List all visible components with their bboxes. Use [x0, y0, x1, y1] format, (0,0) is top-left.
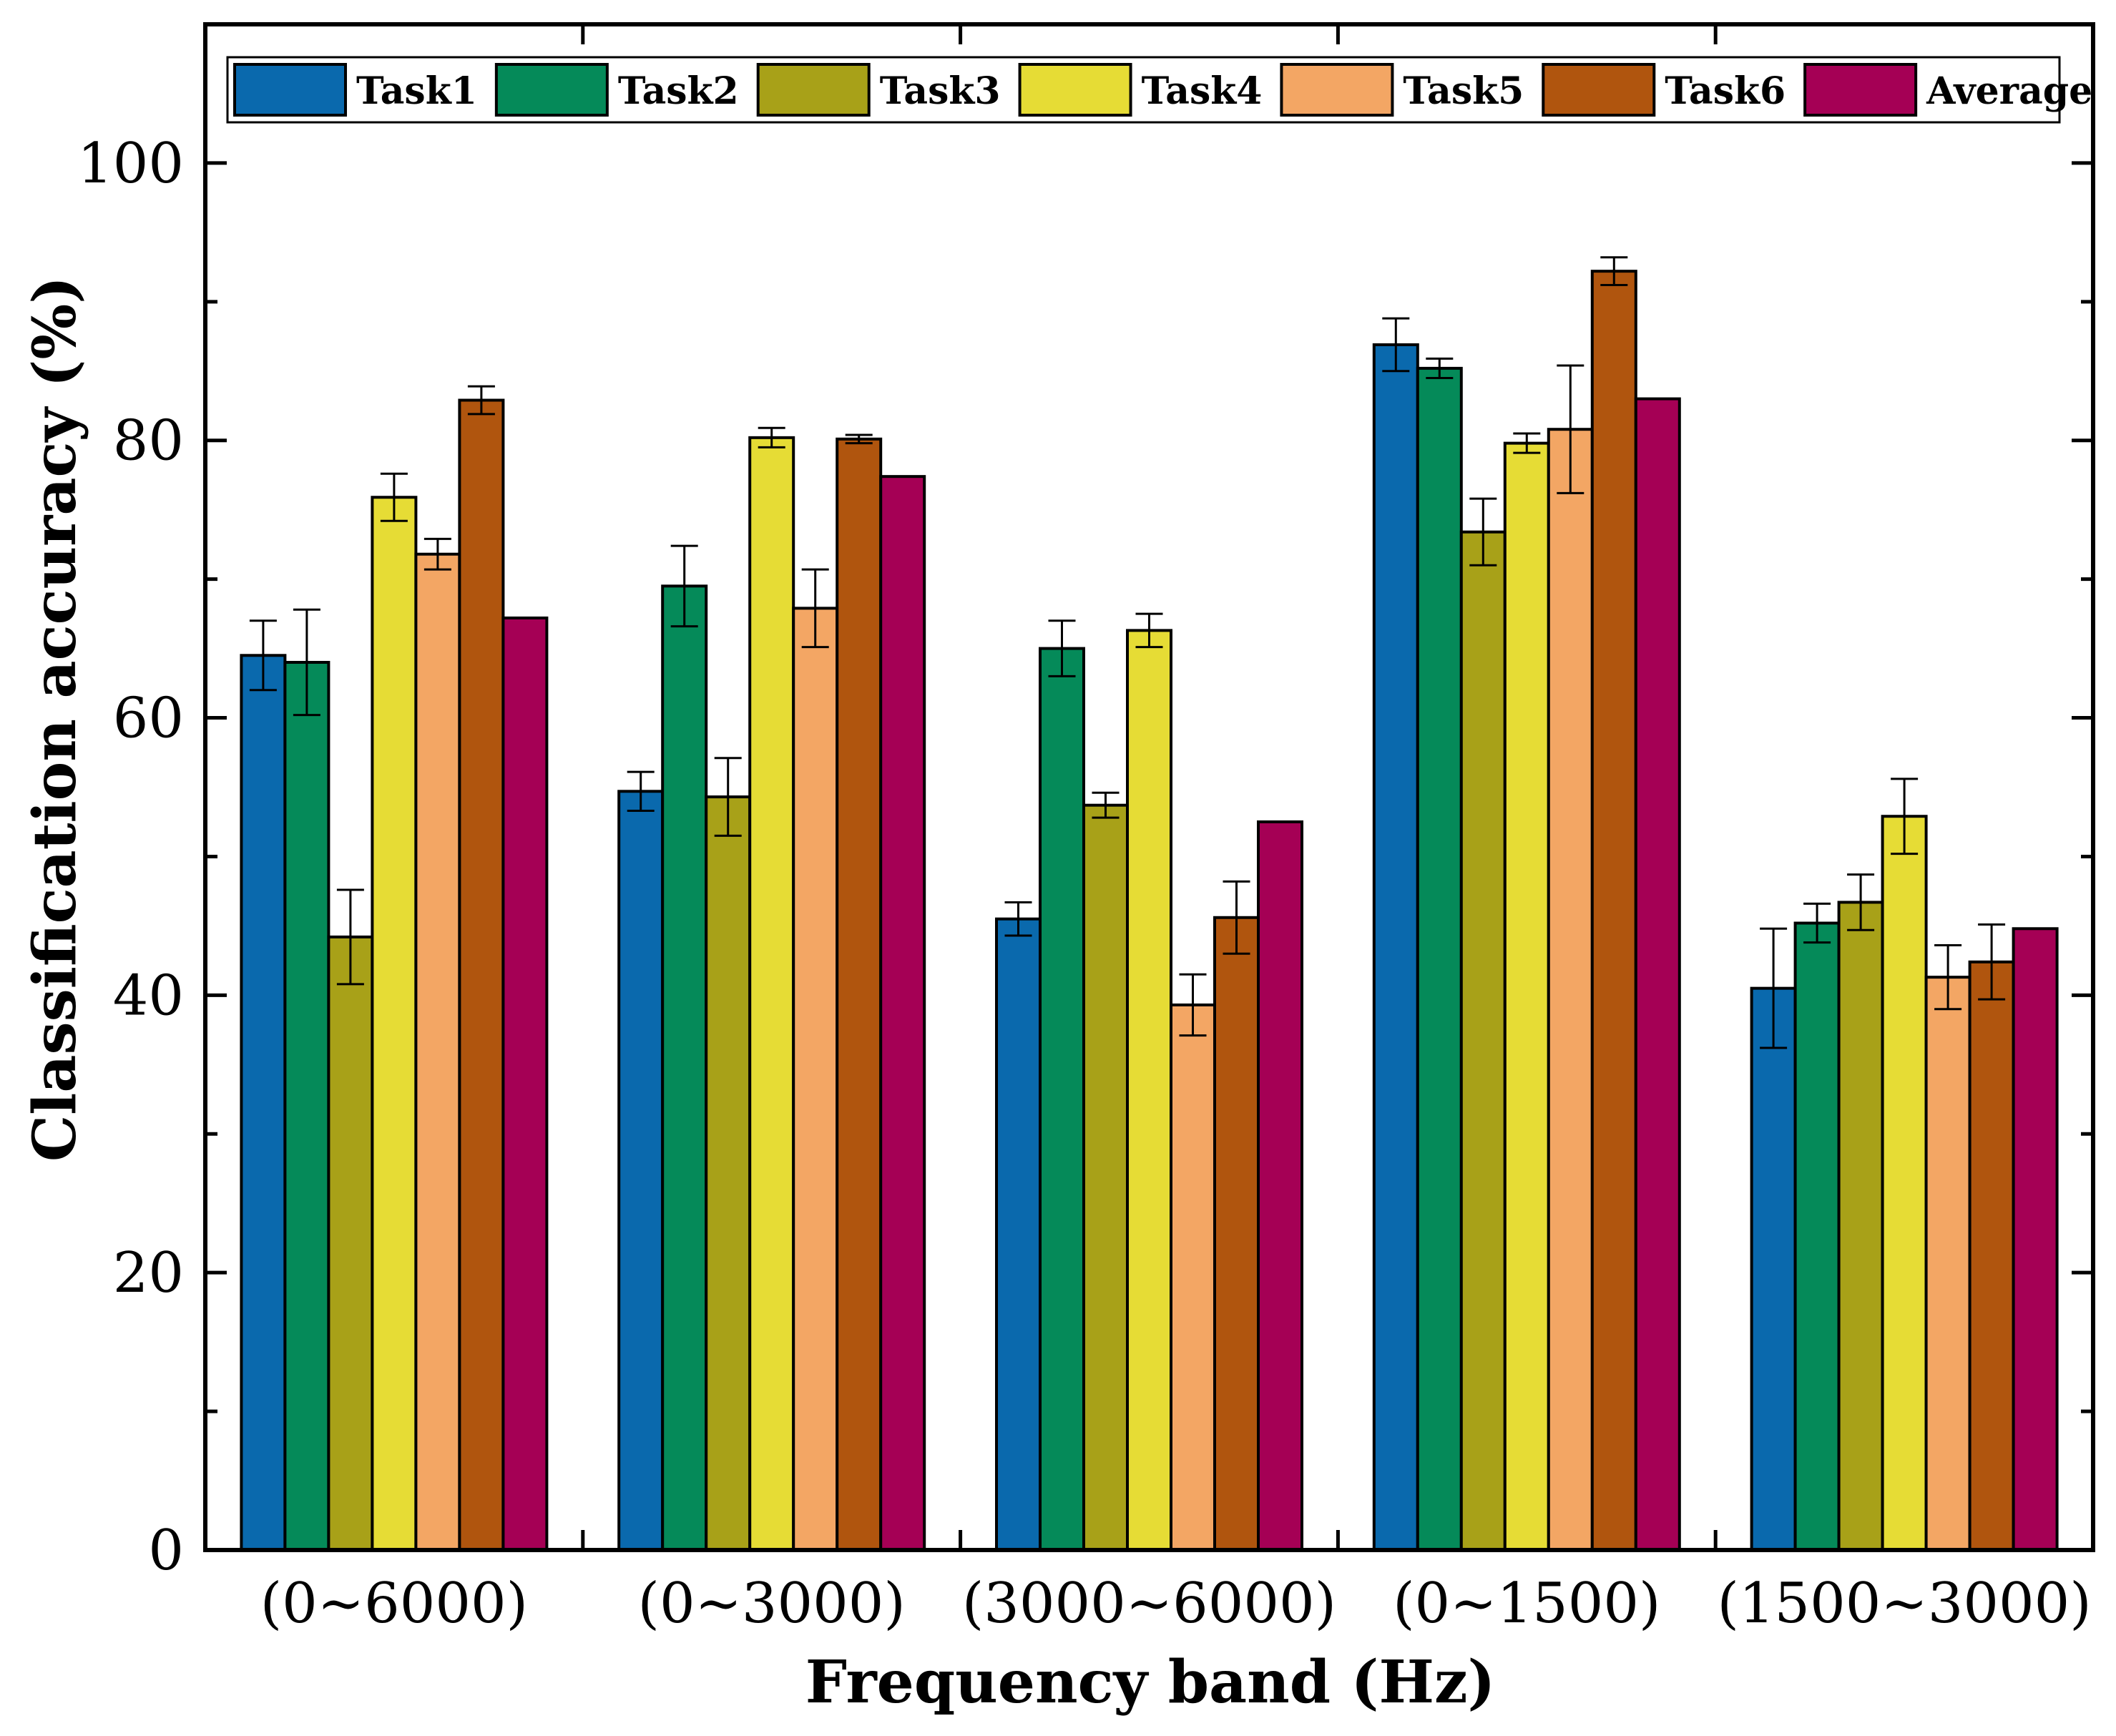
bar-task6 [458, 398, 505, 1551]
legend-label: Task3 [880, 69, 1001, 113]
bar-task6 [1213, 916, 1260, 1551]
legend: Task1 Task2 Task3 Task4 Task5 Task6 Average [226, 56, 2092, 124]
bar-task3 [1837, 901, 1884, 1552]
bar-task2 [1039, 647, 1085, 1551]
bar-task5 [1170, 1003, 1216, 1551]
legend-swatch-task3 [756, 63, 871, 117]
bar-task4 [1503, 441, 1550, 1551]
x-tick-label: (3000~6000) [962, 1571, 1336, 1636]
legend-swatch-task4 [1018, 63, 1132, 117]
bar-task4 [748, 436, 795, 1551]
bar-task2 [1416, 366, 1463, 1551]
bar-task6 [1590, 270, 1637, 1551]
legend-label: Task6 [1665, 69, 1786, 113]
legend-swatch-task1 [233, 63, 347, 117]
bar-task4 [1881, 815, 1928, 1551]
bar-task1 [1750, 986, 1797, 1552]
legend-label: Task4 [1142, 69, 1263, 113]
bar-task6 [836, 437, 883, 1551]
x-tick-label: (0~6000) [260, 1571, 528, 1636]
legend-label: Task1 [356, 69, 477, 113]
x-tick-label: (0~3000) [638, 1571, 906, 1636]
bar-task3 [1459, 530, 1507, 1551]
y-tick-label: 20 [113, 1241, 184, 1305]
bar-task1 [617, 790, 665, 1551]
bar-average [2012, 927, 2059, 1551]
bar-task3 [705, 795, 752, 1551]
legend-swatch-average [1803, 63, 1918, 117]
bar-task5 [414, 552, 461, 1551]
bar-task1 [240, 654, 287, 1551]
y-tick-label: 100 [77, 132, 184, 196]
legend-label: Task5 [1403, 69, 1524, 113]
bar-task4 [371, 496, 418, 1551]
y-tick-label: 60 [113, 687, 184, 751]
y-axis-title: Classification accuracy (%) [21, 276, 89, 1162]
bar-average [1257, 820, 1303, 1551]
bar-task2 [283, 660, 330, 1551]
bar-task2 [661, 584, 708, 1552]
bar-average [879, 475, 926, 1551]
legend-label: Task2 [618, 69, 739, 113]
bar-average [1634, 397, 1681, 1551]
x-axis-title: Frequency band (Hz) [805, 1648, 1496, 1717]
y-tick-label: 0 [148, 1519, 184, 1583]
x-tick-label: (0~1500) [1393, 1571, 1660, 1636]
bar-task6 [1968, 960, 2015, 1551]
y-tick-label: 80 [113, 409, 184, 474]
plot-frame [203, 22, 2095, 1552]
legend-label: Average [1926, 69, 2092, 113]
bar-task3 [1082, 803, 1129, 1551]
bar-task1 [1372, 343, 1419, 1551]
x-tick-label: (1500~3000) [1717, 1571, 2091, 1636]
bar-task5 [792, 607, 839, 1551]
bar-task2 [1793, 921, 1841, 1551]
bar-task1 [995, 917, 1042, 1551]
bar-task5 [1547, 428, 1594, 1551]
bars-layer: (0~6000) (0~3000) (3000~6000) (0~1500) (1500… [240, 256, 2092, 1636]
axes-layer: 0 20 40 60 80 100 [77, 22, 2095, 1583]
legend-swatch-task6 [1542, 63, 1656, 117]
y-tick-label: 40 [113, 963, 184, 1028]
bar-task3 [327, 935, 374, 1552]
legend-swatch-task5 [1280, 63, 1394, 117]
bar-average [501, 616, 549, 1551]
bar-task5 [1924, 976, 1971, 1551]
bar-task4 [1126, 629, 1172, 1552]
legend-swatch-task2 [494, 63, 609, 117]
